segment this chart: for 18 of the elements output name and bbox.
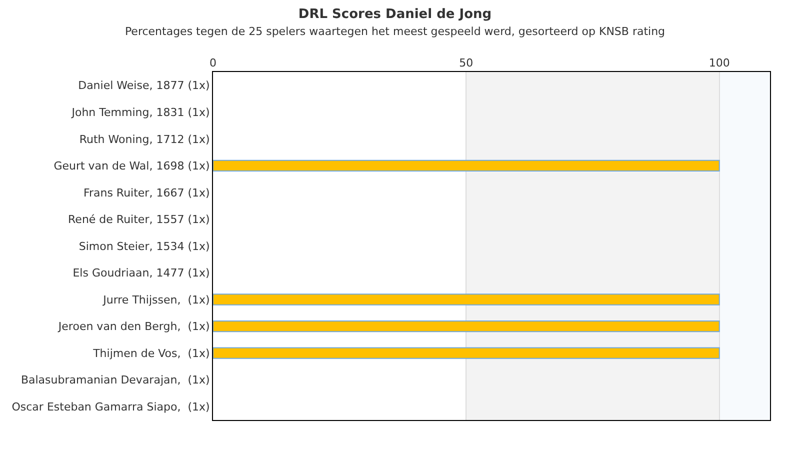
y-tick-label: Balasubramanian Devarajan, (1x) — [20, 374, 210, 387]
y-tick-label: Els Goudriaan, 1477 (1x) — [72, 266, 210, 280]
chart-subtitle: Percentages tegen de 25 spelers waartegen het meest gespeeld werd, gesorteerd op KNSB rating — [124, 24, 666, 38]
y-tick-label: Daniel Weise, 1877 (1x) — [78, 79, 210, 92]
chart-title: DRL Scores Daniel de Jong — [298, 7, 492, 22]
y-tick-label: Frans Ruiter, 1667 (1x) — [83, 186, 210, 200]
y-tick-label: René de Ruiter, 1557 (1x) — [68, 213, 210, 226]
y-tick-label: Oscar Esteban Gamarra Siapo, (1x) — [12, 400, 210, 414]
y-tick-label: Thijmen de Vos, (1x) — [92, 346, 210, 360]
x-tick-label: 0 — [210, 56, 216, 70]
y-tick-label: Jurre Thijssen, (1x) — [102, 293, 210, 306]
x-tick-label: 50 — [459, 56, 474, 70]
y-tick-label: Jeroen van den Bergh, (1x) — [57, 320, 210, 334]
y-tick-label: Geurt van de Wal, 1698 (1x) — [54, 160, 210, 173]
y-tick-label: Simon Steier, 1534 (1x) — [78, 240, 210, 253]
y-tick-label: John Temming, 1831 (1x) — [70, 106, 210, 119]
x-tick-label: 100 — [708, 56, 730, 70]
y-tick-label: Ruth Woning, 1712 (1x) — [79, 132, 210, 146]
